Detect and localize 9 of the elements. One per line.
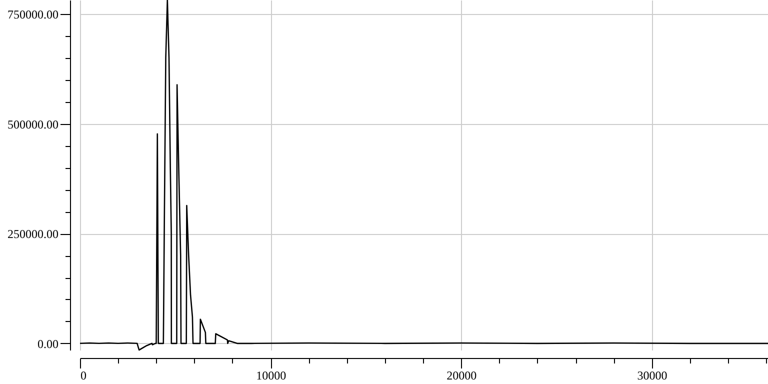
y-tick-label: 750000.00 xyxy=(8,8,58,22)
x-tick-label: 20000 xyxy=(446,368,477,382)
x-tick-label: 30000 xyxy=(637,368,668,382)
y-tick-label: 0.00 xyxy=(38,336,58,351)
x-tick-label: 0 xyxy=(80,368,86,382)
y-tick-label: 500000.00 xyxy=(8,117,58,132)
x-tick-label: 10000 xyxy=(256,368,286,382)
y-tick-label: 250000.00 xyxy=(8,227,58,242)
line-series xyxy=(79,0,768,351)
